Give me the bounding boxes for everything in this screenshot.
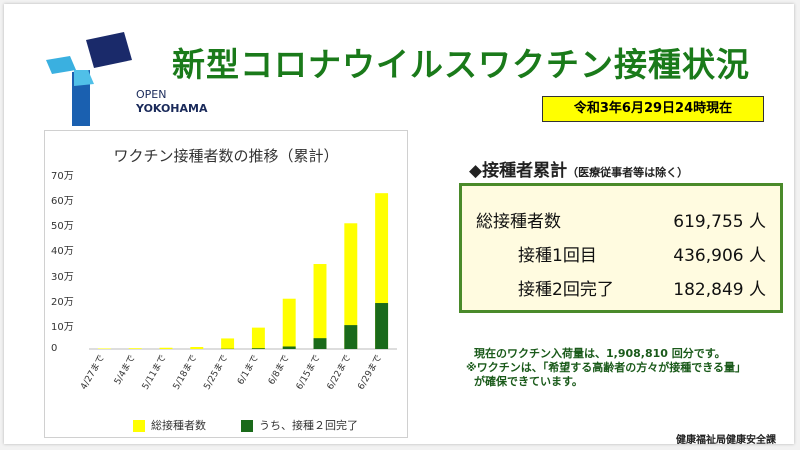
section-heading: ◆接種者累計（医療従事者等は除く） — [469, 156, 688, 181]
bar-second-dose — [375, 303, 389, 349]
y-tick-label: 50万 — [51, 221, 74, 233]
vaccination-chart: ワクチン接種者数の推移（累計） 70万 60万 50万 40万 30万 20万 10万 0 4… — [44, 130, 408, 438]
note-line-2: ※ワクチンは、「希望する高齢者の方々が接種できる量」 — [466, 361, 746, 374]
x-tick-label: 4/27まで — [78, 353, 107, 392]
bar-total — [159, 347, 173, 349]
x-tick-label: 6/15まで — [294, 353, 323, 392]
bar-total — [97, 348, 111, 349]
note-line-3: が確保できています。 — [474, 375, 583, 388]
y-tick-label: 30万 — [51, 271, 74, 283]
stat-label-second-dose: 接種2回完了 — [518, 280, 614, 300]
y-tick-label: 10万 — [51, 321, 74, 333]
bar-second-dose — [251, 348, 265, 349]
stat-value-second-dose: 182,849 人 — [673, 280, 766, 300]
x-tick-label: 5/4まで — [112, 353, 138, 387]
stat-label-total: 総接種者数 — [476, 212, 561, 232]
y-tick-label: 40万 — [51, 246, 74, 258]
chart-title: ワクチン接種者数の推移（累計） — [113, 147, 339, 165]
legend-label-total: 総接種者数 — [151, 419, 206, 432]
legend-swatch-total — [133, 420, 145, 432]
slide: OPEN YOKOHAMA 新型コロナウイルスワクチン接種状況 令和3年6月29… — [4, 4, 794, 446]
bar-total — [344, 223, 358, 349]
x-tick-label: 6/1まで — [235, 353, 261, 387]
open-yokohama-logo: OPEN YOKOHAMA — [44, 30, 207, 130]
x-tick-label: 6/8まで — [266, 353, 292, 387]
bar-total — [251, 327, 265, 349]
bar-total — [282, 298, 296, 349]
stat-value-first-dose: 436,906 人 — [673, 246, 766, 266]
note-line-1: 現在のワクチン入荷量は、1,908,810 回分です。 — [474, 347, 726, 360]
x-tick-label: 5/25まで — [202, 353, 231, 392]
bar-total — [190, 346, 204, 349]
logo-line2: YOKOHAMA — [136, 102, 208, 115]
section-title: ◆接種者累計 — [469, 161, 568, 181]
supply-notes: 現在のワクチン入荷量は、1,908,810 回分です。 ※ワクチンは、「希望する… — [466, 347, 746, 389]
x-tick-label: 6/29まで — [356, 353, 385, 392]
department-name: 健康福祉局健康安全課 — [676, 435, 776, 446]
x-tick-label: 5/11まで — [140, 353, 169, 392]
x-tick-label: 6/22まで — [325, 353, 354, 392]
y-tick-label: 60万 — [51, 196, 74, 208]
chart-plot: 4/27まで 5/4まで 5/11まで 5/18まで 5/25まで 6/1まで 6/8まで 6… — [78, 193, 397, 392]
stat-value-total: 619,755 人 — [673, 212, 766, 232]
legend-label-second-dose: うち、接種２回完了 — [259, 419, 358, 432]
stat-label-first-dose: 接種1回目 — [518, 246, 597, 266]
x-tick-label: 5/18まで — [171, 353, 200, 392]
y-tick-label: 70万 — [51, 171, 74, 182]
stats-panel: 総接種者数 619,755 人 接種1回目 436,906 人 接種2回完了 1… — [459, 183, 783, 313]
bar-second-dose — [344, 325, 358, 349]
legend-swatch-second-dose — [241, 420, 253, 432]
bar-total — [313, 264, 327, 349]
page-title: 新型コロナウイルスワクチン接種状況 — [172, 45, 750, 84]
legend-item-total: 総接種者数 — [133, 417, 206, 433]
logo-line1: OPEN — [136, 88, 167, 101]
section-note: （医療従事者等は除く） — [567, 166, 689, 179]
logo-mark-icon — [46, 32, 132, 126]
y-tick-label: 20万 — [51, 296, 74, 308]
as-of-date-badge: 令和3年6月29日24時現在 — [542, 96, 764, 122]
legend-item-second-dose: うち、接種２回完了 — [241, 417, 358, 433]
bar-total — [128, 348, 142, 349]
bar-total — [221, 338, 235, 349]
bar-second-dose — [282, 346, 296, 349]
bar-second-dose — [313, 338, 327, 349]
y-tick-label: 0 — [51, 343, 58, 354]
